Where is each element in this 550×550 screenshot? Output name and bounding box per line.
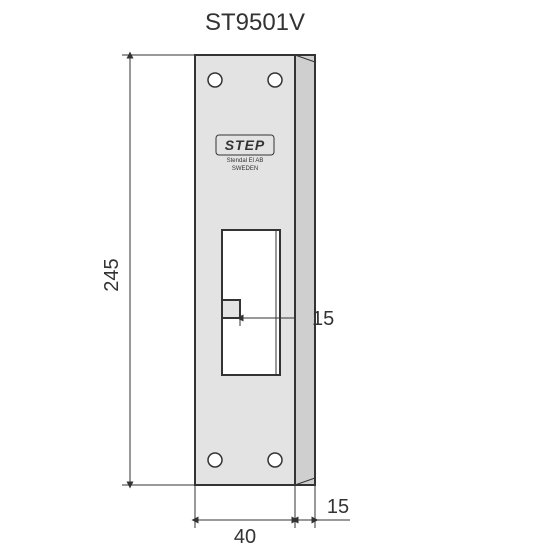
dim-width-label: 40 [234,526,256,548]
latch-notch [222,300,240,318]
dim-notch-label: 15 [312,308,334,330]
dim-lip-label: 15 [327,496,349,518]
logo-sub1-text: Stendal El AB [227,158,264,164]
plate-lip [295,55,315,485]
screw-hole-tl [208,73,222,87]
logo-sub2-text: SWEDEN [232,166,258,172]
dim-width: 40 [195,485,295,548]
dim-height: 245 [101,55,195,485]
part-title: ST9501V [205,9,305,36]
strike-plate: STEP Stendal El AB SWEDEN [195,55,315,485]
dim-height-label: 245 [101,258,123,291]
logo-main-text: STEP [225,137,266,153]
screw-hole-bl [208,453,222,467]
screw-hole-tr [268,73,282,87]
screw-hole-br [268,453,282,467]
